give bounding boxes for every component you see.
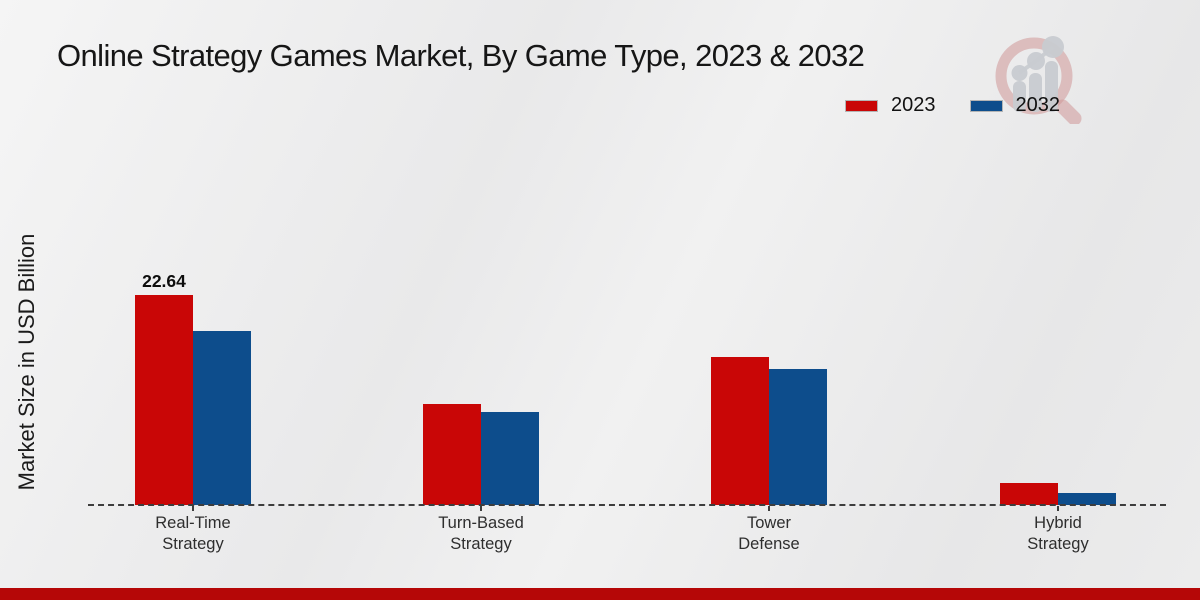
y-axis-label: Market Size in USD Billion	[14, 233, 39, 491]
legend-swatch-2032	[969, 99, 1003, 112]
footer-bar	[0, 588, 1200, 600]
bar-2032-category-0	[193, 331, 251, 505]
market-research-future-logo	[988, 28, 1084, 129]
category-label: Tower Defense	[738, 514, 800, 553]
chart-title: Online Strategy Games Market, By Game Ty…	[57, 38, 865, 73]
bar-value-label: 22.64	[142, 271, 186, 291]
bar-2023-category-3	[1000, 483, 1058, 505]
chart-legend: 2023 2032	[845, 94, 1060, 117]
bar-2032-category-1	[481, 412, 539, 505]
magnifier-chart-logo-icon	[995, 36, 1082, 126]
x-axis-baseline	[88, 504, 1166, 506]
legend-item-2023: 2023	[845, 94, 936, 117]
category-label: Real-Time Strategy	[155, 514, 231, 553]
x-axis-tick	[768, 506, 770, 511]
bar-2023-category-1	[423, 404, 481, 505]
x-axis-tick	[1057, 506, 1059, 511]
category-label: Turn-Based Strategy	[438, 514, 524, 553]
x-axis-tick	[480, 506, 482, 511]
bar-2032-category-3	[1058, 493, 1116, 505]
bar-2032-category-2	[769, 369, 827, 505]
legend-swatch-2023	[845, 99, 878, 112]
legend-item-2032: 2032	[969, 94, 1061, 117]
bar-2023-category-2	[711, 357, 769, 505]
legend-label-2023: 2023	[891, 94, 936, 116]
legend-label-2032: 2032	[1015, 94, 1061, 116]
bar-2023-category-0	[135, 295, 193, 505]
x-axis-tick	[192, 506, 194, 511]
category-label: Hybrid Strategy	[1027, 514, 1089, 553]
